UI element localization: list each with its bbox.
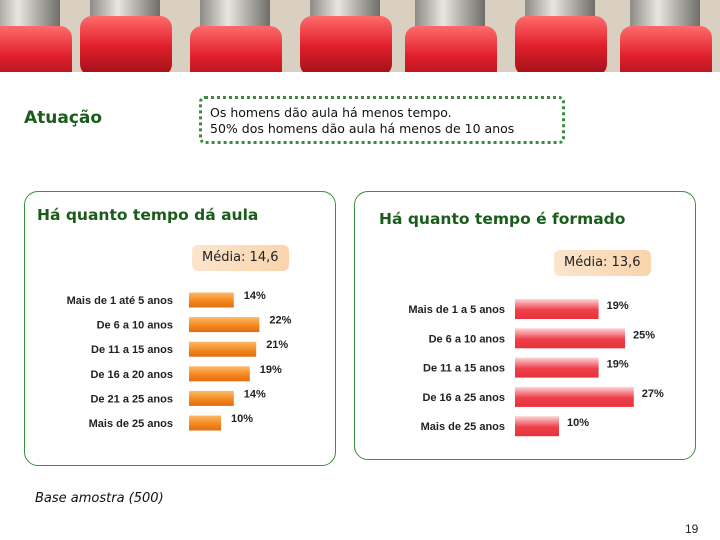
category-label: De 6 a 10 anos bbox=[429, 333, 505, 345]
value-label: 25% bbox=[633, 329, 655, 341]
bar bbox=[189, 366, 250, 382]
value-label: 21% bbox=[266, 339, 288, 351]
category-label: Mais de 25 anos bbox=[89, 418, 173, 430]
category-label: Mais de 1 a 5 anos bbox=[408, 304, 505, 316]
bar bbox=[515, 386, 634, 407]
value-label: 22% bbox=[269, 315, 291, 327]
chart-title: Há quanto tempo é formado bbox=[379, 210, 626, 228]
eraser-tip bbox=[80, 16, 172, 72]
summary-box: Os homens dão aula há menos tempo. 50% d… bbox=[199, 96, 565, 144]
bar bbox=[189, 317, 260, 333]
bar bbox=[515, 328, 625, 349]
value-label: 14% bbox=[244, 290, 266, 302]
chart-title: Há quanto tempo dá aula bbox=[37, 206, 259, 224]
value-label: 19% bbox=[607, 300, 629, 312]
average-badge: Média: 13,6 bbox=[554, 250, 651, 276]
value-label: 27% bbox=[642, 388, 664, 400]
value-label: 19% bbox=[607, 359, 629, 371]
eraser-tip bbox=[515, 16, 607, 72]
category-label: De 16 a 25 anos bbox=[422, 392, 505, 404]
category-label: Mais de 25 anos bbox=[421, 421, 505, 433]
category-label: Mais de 1 até 5 anos bbox=[67, 295, 173, 307]
eraser-tip bbox=[190, 26, 282, 72]
chart-panel-graduation-time: Há quanto tempo é formado Média: 13,6 Ma… bbox=[354, 191, 696, 460]
value-label: 10% bbox=[231, 413, 253, 425]
eraser-tip bbox=[300, 16, 392, 72]
eraser-tip bbox=[405, 26, 497, 72]
bar bbox=[515, 299, 599, 319]
category-label: De 16 a 20 anos bbox=[90, 369, 173, 381]
value-label: 14% bbox=[244, 388, 266, 400]
eraser-tip bbox=[620, 26, 712, 72]
bar bbox=[515, 416, 559, 437]
category-label: De 21 a 25 anos bbox=[90, 393, 173, 405]
summary-line-1: Os homens dão aula há menos tempo. bbox=[210, 105, 452, 120]
bar bbox=[515, 357, 599, 378]
value-label: 19% bbox=[260, 364, 282, 376]
bar bbox=[189, 390, 234, 406]
summary-line-2: 50% dos homens dão aula há menos de 10 a… bbox=[210, 121, 515, 136]
bar bbox=[189, 415, 221, 431]
category-label: De 6 a 10 anos bbox=[97, 320, 173, 332]
bar bbox=[189, 292, 234, 308]
sample-base-note: Base amostra (500) bbox=[35, 491, 164, 506]
pencil-erasers-photo bbox=[0, 0, 720, 72]
header-banner-image bbox=[0, 0, 720, 72]
chart-panel-teaching-time: Há quanto tempo dá aula Média: 14,6 Mais… bbox=[24, 191, 336, 466]
value-label: 10% bbox=[567, 417, 589, 429]
category-label: De 11 a 15 anos bbox=[91, 344, 173, 356]
eraser-tip bbox=[0, 26, 72, 72]
category-label: De 11 a 15 anos bbox=[423, 363, 505, 375]
bar bbox=[189, 341, 257, 357]
bar-chart-teaching-time: Mais de 1 até 5 anos 14% De 6 a 10 anos 22%… bbox=[67, 290, 292, 431]
bar-chart-graduation-time: Mais de 1 a 5 anos 19% De 6 a 10 anos 25% De… bbox=[408, 299, 664, 437]
page-number: 19 bbox=[685, 522, 699, 536]
average-badge: Média: 14,6 bbox=[192, 245, 289, 271]
section-heading: Atuação bbox=[24, 108, 103, 128]
